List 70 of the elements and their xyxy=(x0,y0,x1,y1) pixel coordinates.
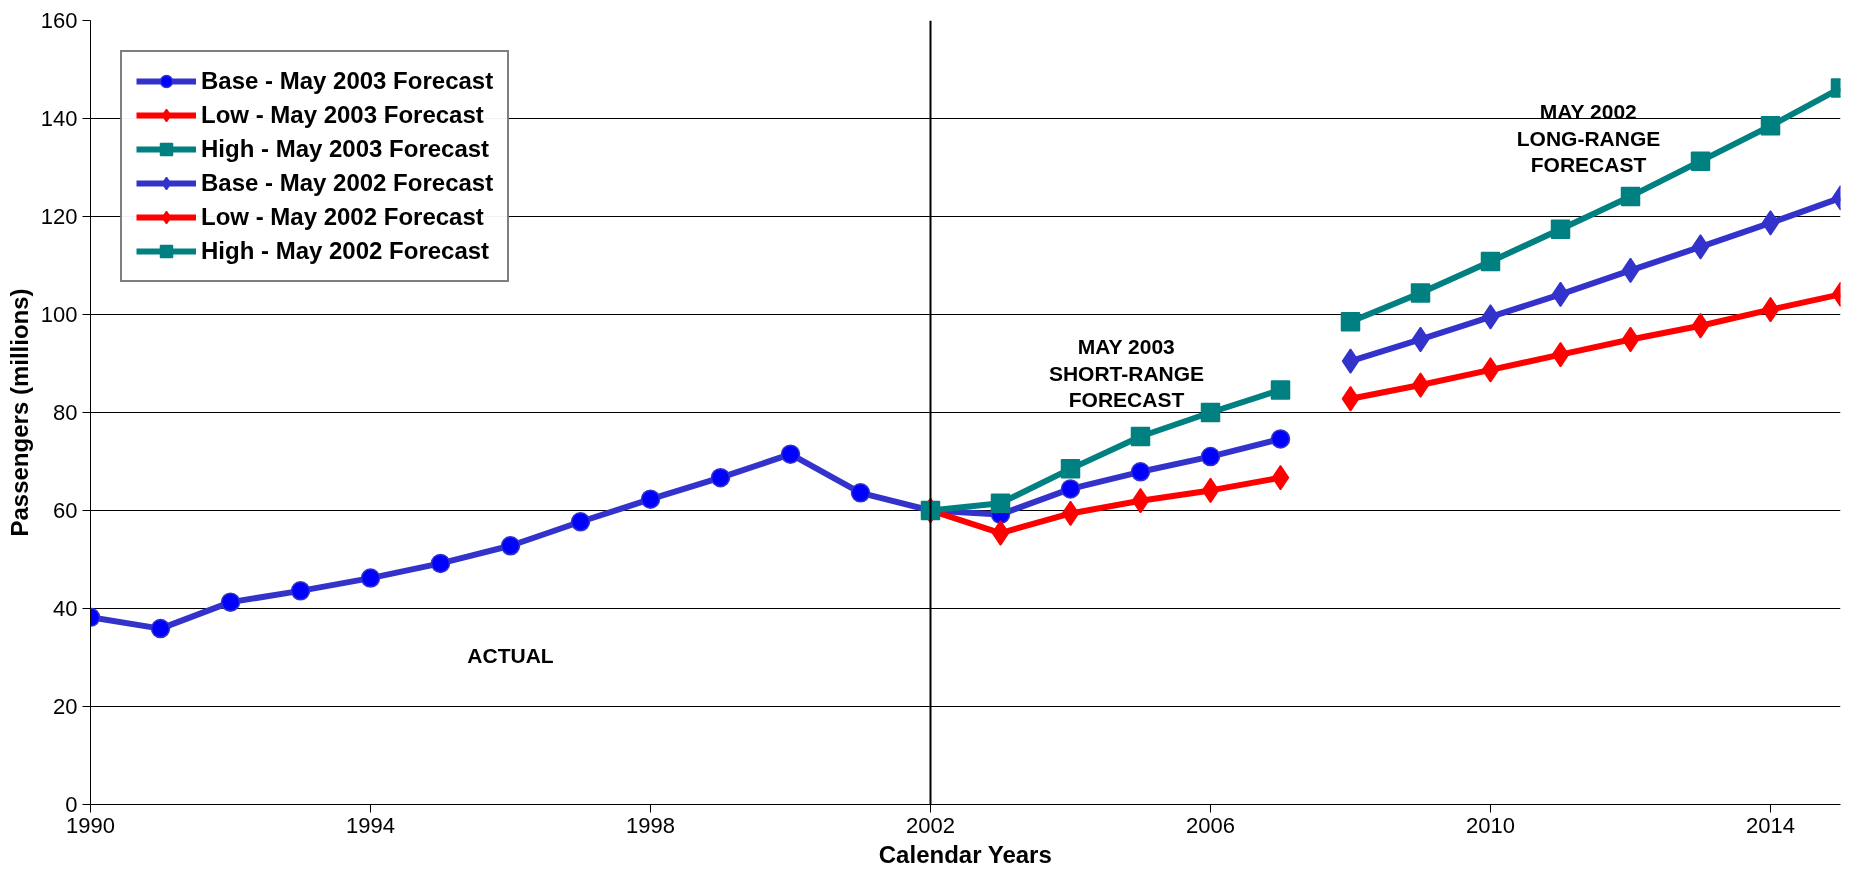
point xyxy=(850,483,871,503)
point xyxy=(1200,402,1221,423)
point xyxy=(220,592,241,612)
point xyxy=(990,493,1011,513)
point xyxy=(710,467,731,488)
point xyxy=(1760,116,1781,136)
point xyxy=(1061,500,1080,527)
point xyxy=(1060,459,1081,479)
annotation: MAY 2003 SHORT-RANGE FORECAST xyxy=(1048,335,1205,412)
point xyxy=(1201,477,1220,504)
point xyxy=(1060,479,1081,499)
point xyxy=(1341,386,1360,412)
point xyxy=(1270,429,1291,449)
y-tick-label: 100 xyxy=(40,302,78,327)
point xyxy=(1620,186,1641,207)
point xyxy=(1131,487,1150,514)
x-tick-label: 1998 xyxy=(626,812,675,838)
point xyxy=(1691,234,1710,260)
annotation: ACTUAL xyxy=(467,644,554,668)
point xyxy=(1761,296,1780,323)
y-tick-label: 60 xyxy=(53,498,78,523)
point xyxy=(1761,210,1780,236)
legend-label: Low - May 2003 Forecast xyxy=(201,101,484,129)
x-tick-label: 2014 xyxy=(1746,812,1795,838)
x-tick-label: 2006 xyxy=(1186,812,1235,838)
x-tick-label: 2002 xyxy=(906,812,955,838)
point xyxy=(1411,372,1430,398)
y-tick-label: 80 xyxy=(53,400,78,425)
x-tick-label: 1994 xyxy=(346,812,395,838)
point xyxy=(640,489,661,509)
point xyxy=(1411,326,1430,353)
point xyxy=(1340,312,1361,332)
point xyxy=(1341,348,1360,374)
x-tick-label: 2010 xyxy=(1466,812,1515,838)
point xyxy=(1480,251,1501,272)
point xyxy=(991,520,1010,546)
y-tick-label: 20 xyxy=(53,694,78,719)
point xyxy=(360,568,381,588)
point xyxy=(1690,151,1711,171)
point xyxy=(150,618,171,639)
point xyxy=(1691,313,1710,339)
legend-label: Base - May 2002 Forecast xyxy=(201,169,494,197)
point xyxy=(500,536,521,556)
point xyxy=(1410,283,1431,303)
point xyxy=(570,512,591,532)
point xyxy=(1551,341,1570,368)
legend-label: High - May 2003 Forecast xyxy=(201,135,490,163)
y-tick-label: 40 xyxy=(53,596,78,621)
point xyxy=(1200,446,1221,467)
point xyxy=(1551,281,1570,308)
legend-label: Low - May 2002 Forecast xyxy=(201,203,484,231)
y-axis-title: Passengers (millions) xyxy=(5,288,33,537)
point xyxy=(1130,462,1151,482)
legend-label: Base - May 2003 Forecast xyxy=(201,67,494,95)
y-tick-label: 140 xyxy=(40,106,78,131)
point xyxy=(1621,326,1640,353)
point xyxy=(290,581,311,601)
y-tick-label: 120 xyxy=(40,204,78,229)
legend-label: High - May 2002 Forecast xyxy=(201,237,490,265)
point xyxy=(1481,304,1500,330)
point xyxy=(430,553,451,574)
point xyxy=(1481,357,1500,383)
point xyxy=(1550,219,1571,239)
point xyxy=(1270,380,1291,400)
point xyxy=(1271,464,1290,491)
y-tick-label: 160 xyxy=(40,8,78,33)
point xyxy=(1130,426,1151,447)
x-axis-title: Calendar Years xyxy=(878,840,1052,868)
point xyxy=(1621,257,1640,284)
point xyxy=(780,444,801,464)
